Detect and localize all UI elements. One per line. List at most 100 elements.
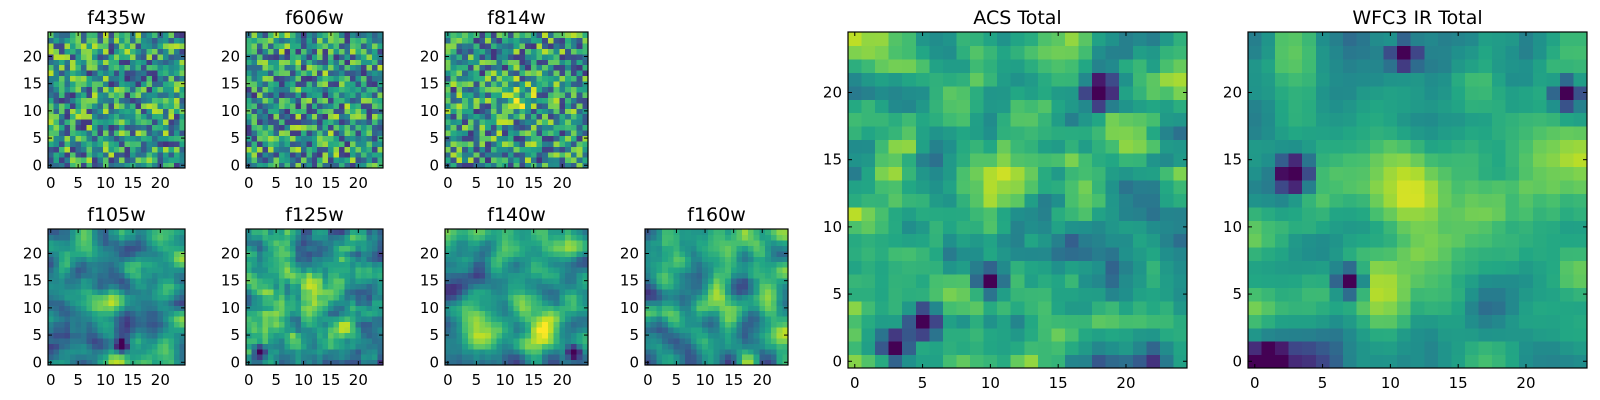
heatmap-cell (507, 75, 515, 82)
heatmap-cell (519, 239, 526, 246)
heatmap-cell (273, 129, 280, 136)
heatmap-cell (983, 220, 998, 235)
heatmap-cell (80, 48, 87, 55)
heatmap-cell (344, 337, 351, 344)
heatmap-cell (75, 42, 82, 49)
heatmap-cell (702, 321, 709, 328)
heatmap-cell (64, 119, 71, 126)
heatmap-cell (102, 326, 109, 333)
heatmap-cell (366, 294, 373, 301)
heatmap-cell (576, 310, 583, 317)
heatmap-cell (251, 129, 258, 136)
heatmap-cell (333, 70, 340, 77)
heatmap-cell (366, 321, 373, 328)
heatmap-cell (130, 272, 137, 279)
heatmap-cell (553, 119, 560, 126)
heatmap-cell (146, 157, 153, 164)
heatmap-cell (730, 267, 738, 274)
heatmap-cell (502, 140, 509, 147)
heatmap-cell (80, 277, 87, 284)
heatmap-cell (168, 348, 175, 355)
heatmap-cell (456, 348, 463, 355)
heatmap-cell (317, 283, 324, 290)
heatmap-cell (983, 327, 998, 342)
heatmap-cell (742, 354, 749, 361)
heatmap-cell (366, 59, 373, 66)
heatmap-cell (311, 140, 318, 147)
heatmap-cell (339, 316, 346, 323)
heatmap-cell (730, 283, 738, 290)
heatmap-cell (645, 321, 652, 328)
heatmap-cell (650, 267, 658, 274)
heatmap-cell (273, 140, 280, 147)
heatmap-cell (69, 124, 76, 131)
heatmap-cell (355, 348, 362, 355)
heatmap-cell (372, 239, 379, 246)
heatmap-cell (679, 305, 686, 312)
heatmap-cell (450, 59, 458, 66)
heatmap-cell (344, 75, 351, 82)
heatmap-cell (64, 310, 71, 317)
heatmap-cell (645, 337, 652, 344)
heatmap-cell (942, 287, 958, 302)
heatmap-cell (179, 151, 186, 158)
heatmap-cell (246, 146, 253, 153)
heatmap-cell (462, 70, 469, 77)
heatmap-cell (915, 327, 930, 342)
heatmap-cell (770, 354, 778, 361)
heatmap-cell (875, 260, 890, 275)
heatmap-cell (278, 256, 285, 263)
heatmap-cell (662, 321, 669, 328)
heatmap-cell (284, 337, 291, 344)
heatmap-cell (576, 234, 583, 241)
heatmap-cell (719, 354, 726, 361)
heatmap-cell (322, 310, 329, 317)
heatmap-cell (58, 326, 66, 333)
heatmap-cell (485, 32, 492, 39)
heatmap-cell (485, 70, 492, 77)
heatmap-cell (339, 97, 346, 104)
heatmap-cell (108, 157, 115, 164)
heatmap-cell (485, 97, 492, 104)
heatmap-cell (547, 124, 555, 131)
heatmap-cell (536, 124, 543, 131)
heatmap-cell (53, 157, 60, 164)
heatmap-cell (553, 91, 560, 98)
heatmap-cell (559, 321, 566, 328)
heatmap-cell (667, 337, 675, 344)
heatmap-cell (262, 64, 269, 71)
heatmap-cell (300, 48, 307, 55)
heatmap-cell (256, 272, 264, 279)
heatmap-cell (322, 146, 329, 153)
heatmap-cell (656, 239, 663, 246)
heatmap-cell (113, 245, 120, 252)
heatmap-cell (902, 260, 917, 275)
heatmap-cell (64, 70, 71, 77)
heatmap-cell (502, 261, 509, 268)
heatmap-cell (513, 97, 520, 104)
heatmap-cell (322, 256, 329, 263)
heatmap-cell (75, 354, 82, 361)
heatmap-cell (525, 157, 532, 164)
heatmap-cell (690, 359, 698, 366)
heatmap-cell (719, 310, 726, 317)
heatmap-cell (519, 42, 526, 49)
heatmap-cell (719, 272, 726, 279)
heatmap-cell (339, 277, 346, 284)
heatmap-cell (58, 113, 66, 120)
heatmap-cell (467, 162, 475, 169)
heatmap-cell (306, 267, 313, 274)
heatmap-cell (361, 135, 368, 142)
heatmap-cell (102, 108, 109, 115)
heatmap-cell (547, 37, 555, 44)
heatmap-cell (848, 341, 863, 356)
heatmap-cell (736, 305, 743, 312)
heatmap-cell (119, 140, 126, 147)
heatmap-cell (507, 32, 515, 39)
heatmap-cell (519, 124, 526, 131)
heatmap-cell (502, 53, 509, 60)
heatmap-cell (355, 316, 362, 323)
heatmap-cell (284, 151, 291, 158)
heatmap-cell (519, 277, 526, 284)
heatmap-cell (507, 157, 515, 164)
